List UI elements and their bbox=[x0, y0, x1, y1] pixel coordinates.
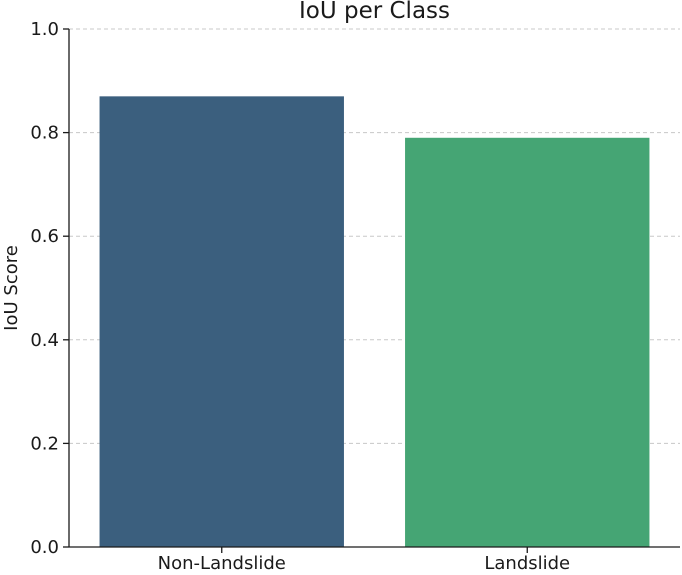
y-tick-label-3: 0.6 bbox=[30, 226, 59, 247]
y-tick-label-2: 0.4 bbox=[30, 330, 59, 351]
bar-landslide bbox=[405, 137, 650, 547]
y-tick-label-1: 0.2 bbox=[30, 433, 59, 454]
x-tick-label-0: Non-Landslide bbox=[158, 553, 286, 574]
bar-non-landslide bbox=[99, 96, 344, 547]
y-axis-title: IoU Score bbox=[1, 245, 22, 331]
bars bbox=[99, 96, 650, 547]
axes bbox=[68, 29, 680, 548]
chart-title: IoU per Class bbox=[299, 0, 450, 24]
y-tick-label-0: 0.0 bbox=[30, 537, 59, 558]
x-tick-label-1: Landslide bbox=[484, 553, 570, 574]
ticks: 0.0 0.2 0.4 0.6 0.8 1.0 Non-Landslide Landslide bbox=[30, 19, 570, 574]
y-tick-label-4: 0.8 bbox=[30, 123, 59, 144]
y-tick-label-5: 1.0 bbox=[30, 19, 59, 40]
